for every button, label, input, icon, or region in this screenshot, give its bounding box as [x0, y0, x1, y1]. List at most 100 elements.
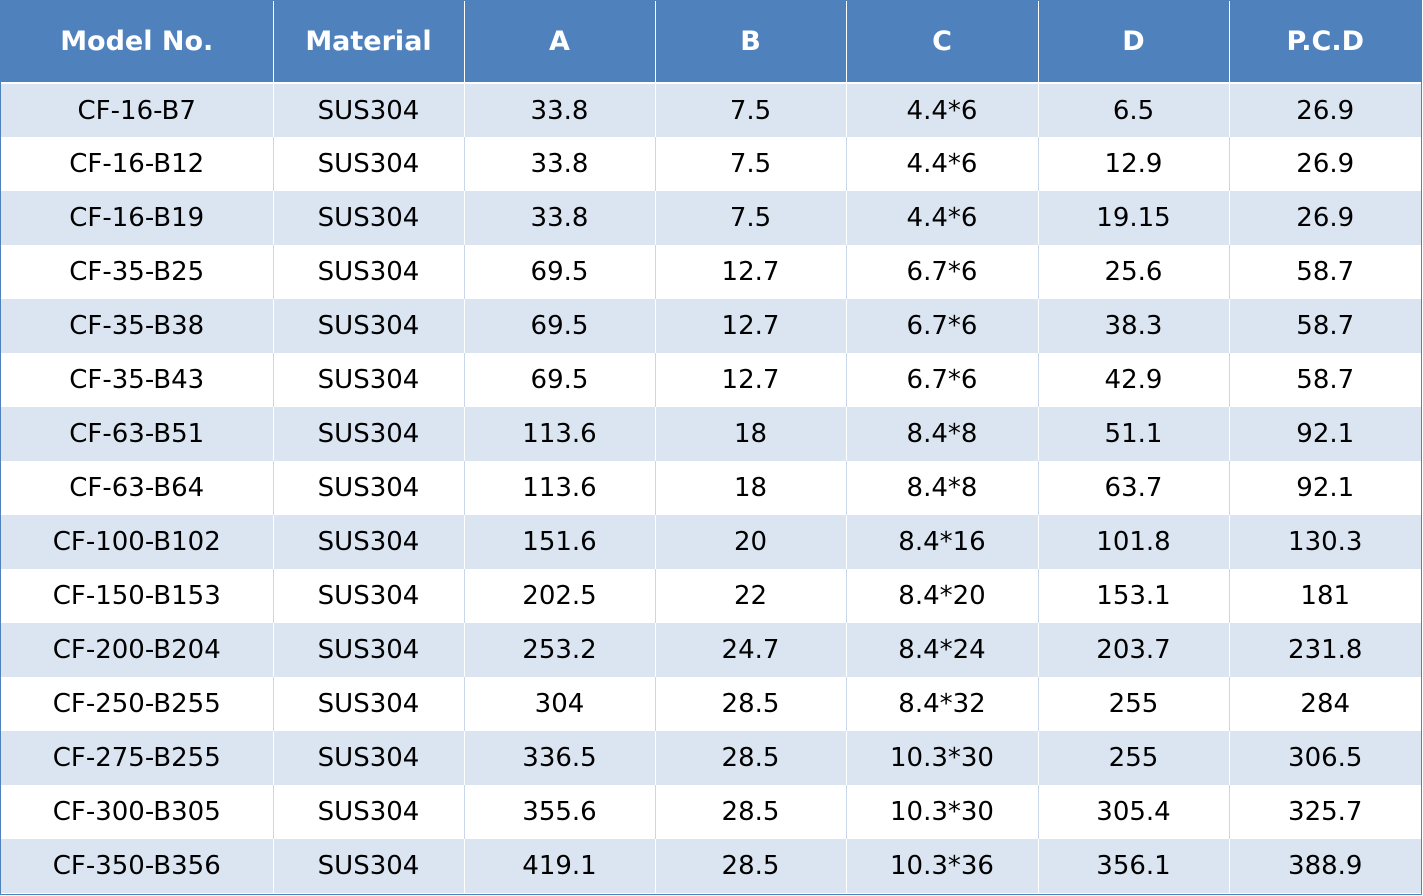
cell-c: 10.3*36 [846, 839, 1039, 893]
header-d: D [1038, 1, 1230, 83]
cell-d: 25.6 [1038, 245, 1230, 299]
cell-a: 419.1 [464, 839, 656, 893]
cell-b: 12.7 [655, 245, 847, 299]
table-row: CF-63-B64 SUS304 113.6 18 8.4*8 63.7 92.1 [1, 461, 1421, 515]
cell-material: SUS304 [273, 785, 465, 839]
table-row: CF-350-B356 SUS304 419.1 28.5 10.3*36 356.1 38… [1, 839, 1421, 893]
cell-b: 28.5 [655, 785, 847, 839]
cell-model-no: CF-35-B38 [1, 299, 274, 353]
cell-pcd: 181 [1229, 569, 1421, 623]
cell-c: 4.4*6 [846, 137, 1039, 191]
cell-pcd: 306.5 [1229, 731, 1421, 785]
cell-material: SUS304 [273, 461, 465, 515]
cell-model-no: CF-250-B255 [1, 677, 274, 731]
cell-material: SUS304 [273, 623, 465, 677]
table-row: CF-63-B51 SUS304 113.6 18 8.4*8 51.1 92.1 [1, 407, 1421, 461]
cell-b: 7.5 [655, 137, 847, 191]
cell-b: 18 [655, 407, 847, 461]
cell-b: 12.7 [655, 353, 847, 407]
cell-pcd: 284 [1229, 677, 1421, 731]
table-row: CF-200-B204 SUS304 253.2 24.7 8.4*24 203.7 231… [1, 623, 1421, 677]
cell-model-no: CF-35-B25 [1, 245, 274, 299]
cell-c: 10.3*30 [846, 785, 1039, 839]
cell-a: 151.6 [464, 515, 656, 569]
cell-d: 255 [1038, 677, 1230, 731]
cell-d: 101.8 [1038, 515, 1230, 569]
table-body: CF-16-B7 SUS304 33.8 7.5 4.4*6 6.5 26.9 CF-16-B… [1, 82, 1421, 893]
cell-c: 6.7*6 [846, 299, 1039, 353]
cell-pcd: 26.9 [1229, 191, 1421, 245]
cell-model-no: CF-275-B255 [1, 731, 274, 785]
cell-model-no: CF-100-B102 [1, 515, 274, 569]
cell-pcd: 58.7 [1229, 353, 1421, 407]
cell-a: 202.5 [464, 569, 656, 623]
table-row: CF-150-B153 SUS304 202.5 22 8.4*20 153.1 181 [1, 569, 1421, 623]
cell-pcd: 92.1 [1229, 461, 1421, 515]
table-row: CF-35-B25 SUS304 69.5 12.7 6.7*6 25.6 58.7 [1, 245, 1421, 299]
cell-a: 33.8 [464, 137, 656, 191]
cell-c: 6.7*6 [846, 353, 1039, 407]
cell-a: 304 [464, 677, 656, 731]
cell-material: SUS304 [273, 191, 465, 245]
cell-model-no: CF-350-B356 [1, 839, 274, 893]
header-a: A [464, 1, 656, 83]
table-row: CF-16-B12 SUS304 33.8 7.5 4.4*6 12.9 26.9 [1, 137, 1421, 191]
cell-a: 113.6 [464, 407, 656, 461]
table-row: CF-16-B19 SUS304 33.8 7.5 4.4*6 19.15 26.9 [1, 191, 1421, 245]
cell-d: 255 [1038, 731, 1230, 785]
table-row: CF-300-B305 SUS304 355.6 28.5 10.3*30 305.4 32… [1, 785, 1421, 839]
cell-b: 28.5 [655, 677, 847, 731]
cell-material: SUS304 [273, 353, 465, 407]
table-row: CF-35-B43 SUS304 69.5 12.7 6.7*6 42.9 58.7 [1, 353, 1421, 407]
header-model-no: Model No. [1, 1, 274, 83]
cell-model-no: CF-200-B204 [1, 623, 274, 677]
cell-b: 28.5 [655, 731, 847, 785]
table-row: CF-250-B255 SUS304 304 28.5 8.4*32 255 284 [1, 677, 1421, 731]
cell-model-no: CF-300-B305 [1, 785, 274, 839]
cell-b: 28.5 [655, 839, 847, 893]
cell-material: SUS304 [273, 839, 465, 893]
cell-pcd: 58.7 [1229, 245, 1421, 299]
cell-c: 4.4*6 [846, 82, 1039, 137]
cell-model-no: CF-63-B64 [1, 461, 274, 515]
cell-material: SUS304 [273, 731, 465, 785]
cell-model-no: CF-16-B7 [1, 82, 274, 137]
header-c: C [846, 1, 1039, 83]
cell-c: 8.4*8 [846, 407, 1039, 461]
cell-b: 12.7 [655, 299, 847, 353]
cell-a: 355.6 [464, 785, 656, 839]
cell-a: 69.5 [464, 353, 656, 407]
cell-material: SUS304 [273, 299, 465, 353]
cell-material: SUS304 [273, 569, 465, 623]
cell-d: 153.1 [1038, 569, 1230, 623]
cell-a: 33.8 [464, 191, 656, 245]
cell-c: 8.4*16 [846, 515, 1039, 569]
cell-model-no: CF-16-B12 [1, 137, 274, 191]
cell-material: SUS304 [273, 245, 465, 299]
cell-d: 12.9 [1038, 137, 1230, 191]
cell-pcd: 388.9 [1229, 839, 1421, 893]
cell-pcd: 26.9 [1229, 82, 1421, 137]
cell-b: 7.5 [655, 191, 847, 245]
cell-a: 33.8 [464, 82, 656, 137]
cell-pcd: 26.9 [1229, 137, 1421, 191]
cell-model-no: CF-63-B51 [1, 407, 274, 461]
header-material: Material [273, 1, 465, 83]
cell-material: SUS304 [273, 407, 465, 461]
cell-d: 38.3 [1038, 299, 1230, 353]
cell-pcd: 92.1 [1229, 407, 1421, 461]
cell-d: 19.15 [1038, 191, 1230, 245]
cell-c: 8.4*8 [846, 461, 1039, 515]
cell-a: 253.2 [464, 623, 656, 677]
cell-b: 24.7 [655, 623, 847, 677]
cell-model-no: CF-16-B19 [1, 191, 274, 245]
header-pcd: P.C.D [1229, 1, 1421, 83]
cell-pcd: 231.8 [1229, 623, 1421, 677]
header-b: B [655, 1, 847, 83]
cell-d: 51.1 [1038, 407, 1230, 461]
cell-d: 6.5 [1038, 82, 1230, 137]
table-row: CF-100-B102 SUS304 151.6 20 8.4*16 101.8 130.3 [1, 515, 1421, 569]
table-row: CF-275-B255 SUS304 336.5 28.5 10.3*30 255 306.… [1, 731, 1421, 785]
cell-material: SUS304 [273, 137, 465, 191]
